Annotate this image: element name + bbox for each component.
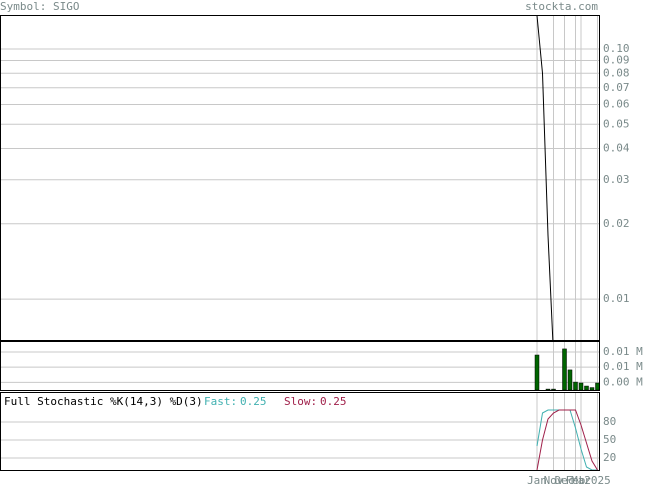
y-tick-label: 0.08: [603, 66, 630, 79]
bar: [595, 382, 600, 390]
bar: [545, 388, 551, 390]
y-tick-label: 0.02: [603, 217, 630, 230]
site: stockta.com: [525, 0, 598, 13]
y-tick-label: 0.00 M: [603, 375, 643, 388]
x-tick-label: Dec: [555, 474, 575, 486]
y-tick-label: 0.01 M: [603, 360, 643, 373]
x-tick-label: 2025: [584, 474, 611, 486]
legend-value: 0.25: [320, 395, 347, 408]
panel-border: [0, 15, 600, 341]
bar: [567, 369, 573, 390]
bar: [589, 387, 595, 390]
symbol: Symbol: SIGO: [0, 0, 79, 13]
y-tick-label: 0.05: [603, 117, 630, 130]
y-tick-label: 0.09: [603, 53, 630, 66]
panel: [0, 392, 600, 470]
panel-border: [0, 341, 600, 391]
bar: [534, 354, 540, 390]
bar: [578, 382, 584, 390]
y-tick-label: 0.03: [603, 173, 630, 186]
x-tick-label: Mar: [571, 474, 591, 486]
y-tick-label: 0.06: [603, 98, 630, 111]
y-tick-label: 0.10: [603, 42, 630, 55]
x-tick-label: Nov: [544, 474, 564, 486]
y-tick-label: 0.04: [603, 142, 630, 155]
y-tick-label: 0.01: [603, 292, 630, 305]
panel: [0, 341, 600, 390]
y-tick-label: 50: [603, 433, 616, 446]
x-tick-label: Jan: [527, 474, 547, 486]
y-tick-label: 80: [603, 415, 616, 428]
price-line: [536, 409, 598, 470]
y-tick-label: 0.01 M: [603, 345, 643, 358]
y-tick-label: 0.07: [603, 81, 630, 94]
legend-name: Slow:: [284, 395, 317, 408]
legend-name: Fast:: [204, 395, 237, 408]
legend-value: 0.25: [240, 395, 267, 408]
bar: [551, 388, 556, 390]
price-line: [536, 15, 554, 340]
panel-border: [0, 392, 600, 471]
y-tick-label: 20: [603, 451, 616, 464]
bar: [562, 348, 567, 390]
indicator-title: Full Stochastic %K(14,3) %D(3): [4, 395, 203, 408]
bar: [584, 385, 589, 390]
x-tick-label: Feb: [566, 474, 586, 486]
panel: [0, 15, 600, 340]
bar: [573, 381, 578, 390]
